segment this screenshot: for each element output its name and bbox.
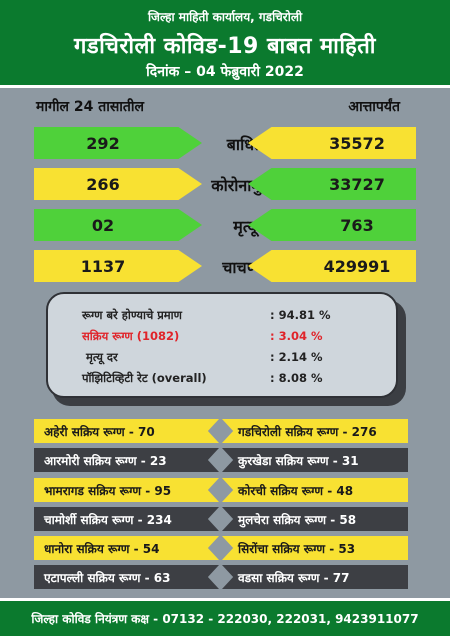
district-row: चामोर्शी सक्रिय रूग्ण - 234 मुलचेरा सक्र… [0,507,450,531]
district-row: आरमोरी सक्रिय रूग्ण - 23 कुरखेडा सक्रिय … [0,448,450,472]
info-label: मृत्यू दर [86,350,118,364]
info-value: : 2.14 % [270,350,323,364]
stat-total-value: 35572 [248,127,416,159]
positivity-rate-line: पॉझिटिव्हिटी रेट (overall) : 8.08 % [48,371,400,389]
rates-info-box: रूग्ण बरे होण्याचे प्रमाण : 94.81 % सक्र… [46,292,398,398]
office-name: जिल्हा माहिती कार्यालय, गडचिरोली [147,10,303,24]
district-tag-etapalli: एटापल्ली सक्रिय रूग्ण - 63 [34,565,219,589]
stat-row-recovered: 266 कोरोनामुक्त 33727 [0,168,450,202]
death-rate-line: मृत्यू दर : 2.14 % [48,350,400,368]
stat-label: मृत्यू [233,217,257,236]
district-tag-dhanora: धानोरा सक्रिय रूग्ण - 54 [34,536,219,560]
page-title: गडचिरोली कोविड-19 बाबत माहिती [74,34,376,59]
district-row: भामरागड सक्रिय रूग्ण - 95 कोरची सक्रिय र… [0,478,450,502]
column-heading-cumulative: आत्तापर्यंत [348,99,400,115]
info-value: : 94.81 % [270,308,331,322]
district-row: धानोरा सक्रिय रूग्ण - 54 सिरोंचा सक्रिय … [0,536,450,560]
control-room-footer: जिल्हा कोविड नियंत्रण कक्ष - 07132 - 222… [0,598,450,636]
district-tag-kurkheda: कुरखेडा सक्रिय रूग्ण - 31 [222,448,408,472]
district-tag-mulchera: मुलचेरा सक्रिय रूग्ण - 58 [222,507,408,531]
recovery-rate-line: रूग्ण बरे होण्याचे प्रमाण : 94.81 % [48,308,400,326]
info-value: : 3.04 % [270,329,323,343]
info-label: पॉझिटिव्हिटी रेट (overall) [82,371,207,385]
stat-total-value: 763 [248,209,416,241]
district-tag-korchi: कोरची सक्रिय रूग्ण - 48 [222,478,408,502]
stat-total-value: 33727 [248,168,416,200]
stat-last24-value: 02 [34,209,202,241]
info-label: सक्रिय रूग्ण (1082) [82,329,180,343]
district-tag-sironcha: सिरोंचा सक्रिय रूग्ण - 53 [222,536,408,560]
stat-row-deaths: 02 मृत्यू 763 [0,209,450,243]
stat-last24-value: 266 [34,168,202,200]
district-row: अहेरी सक्रिय रूग्ण - 70 गडचिरोली सक्रिय … [0,419,450,443]
stat-row-infected: 292 बाधित 35572 [0,127,450,161]
stat-last24-value: 292 [34,127,202,159]
report-date: दिनांक – 04 फेब्रुवारी 2022 [146,64,304,80]
district-tag-wadsa: वडसा सक्रिय रूग्ण - 77 [222,565,408,589]
stat-total-value: 429991 [248,250,416,282]
info-value: : 8.08 % [270,371,323,385]
district-tag-chamorshi: चामोर्शी सक्रिय रूग्ण - 234 [34,507,219,531]
district-tag-bhamragad: भामरागड सक्रिय रूग्ण - 95 [34,478,219,502]
district-tag-aheri: अहेरी सक्रिय रूग्ण - 70 [34,419,219,443]
header-banner: जिल्हा माहिती कार्यालय, गडचिरोली गडचिरोल… [0,0,450,88]
stat-last24-value: 1137 [34,250,202,282]
district-tag-armori: आरमोरी सक्रिय रूग्ण - 23 [34,448,219,472]
info-label: रूग्ण बरे होण्याचे प्रमाण [82,308,182,322]
stat-row-tests: 1137 चाचण्या 429991 [0,250,450,284]
column-heading-last-24h: मागील 24 तासातील [36,99,145,115]
district-tag-gadchiroli: गडचिरोली सक्रिय रूग्ण - 276 [222,419,408,443]
active-cases-line: सक्रिय रूग्ण (1082) : 3.04 % [48,329,400,347]
district-row: एटापल्ली सक्रिय रूग्ण - 63 वडसा सक्रिय र… [0,565,450,589]
